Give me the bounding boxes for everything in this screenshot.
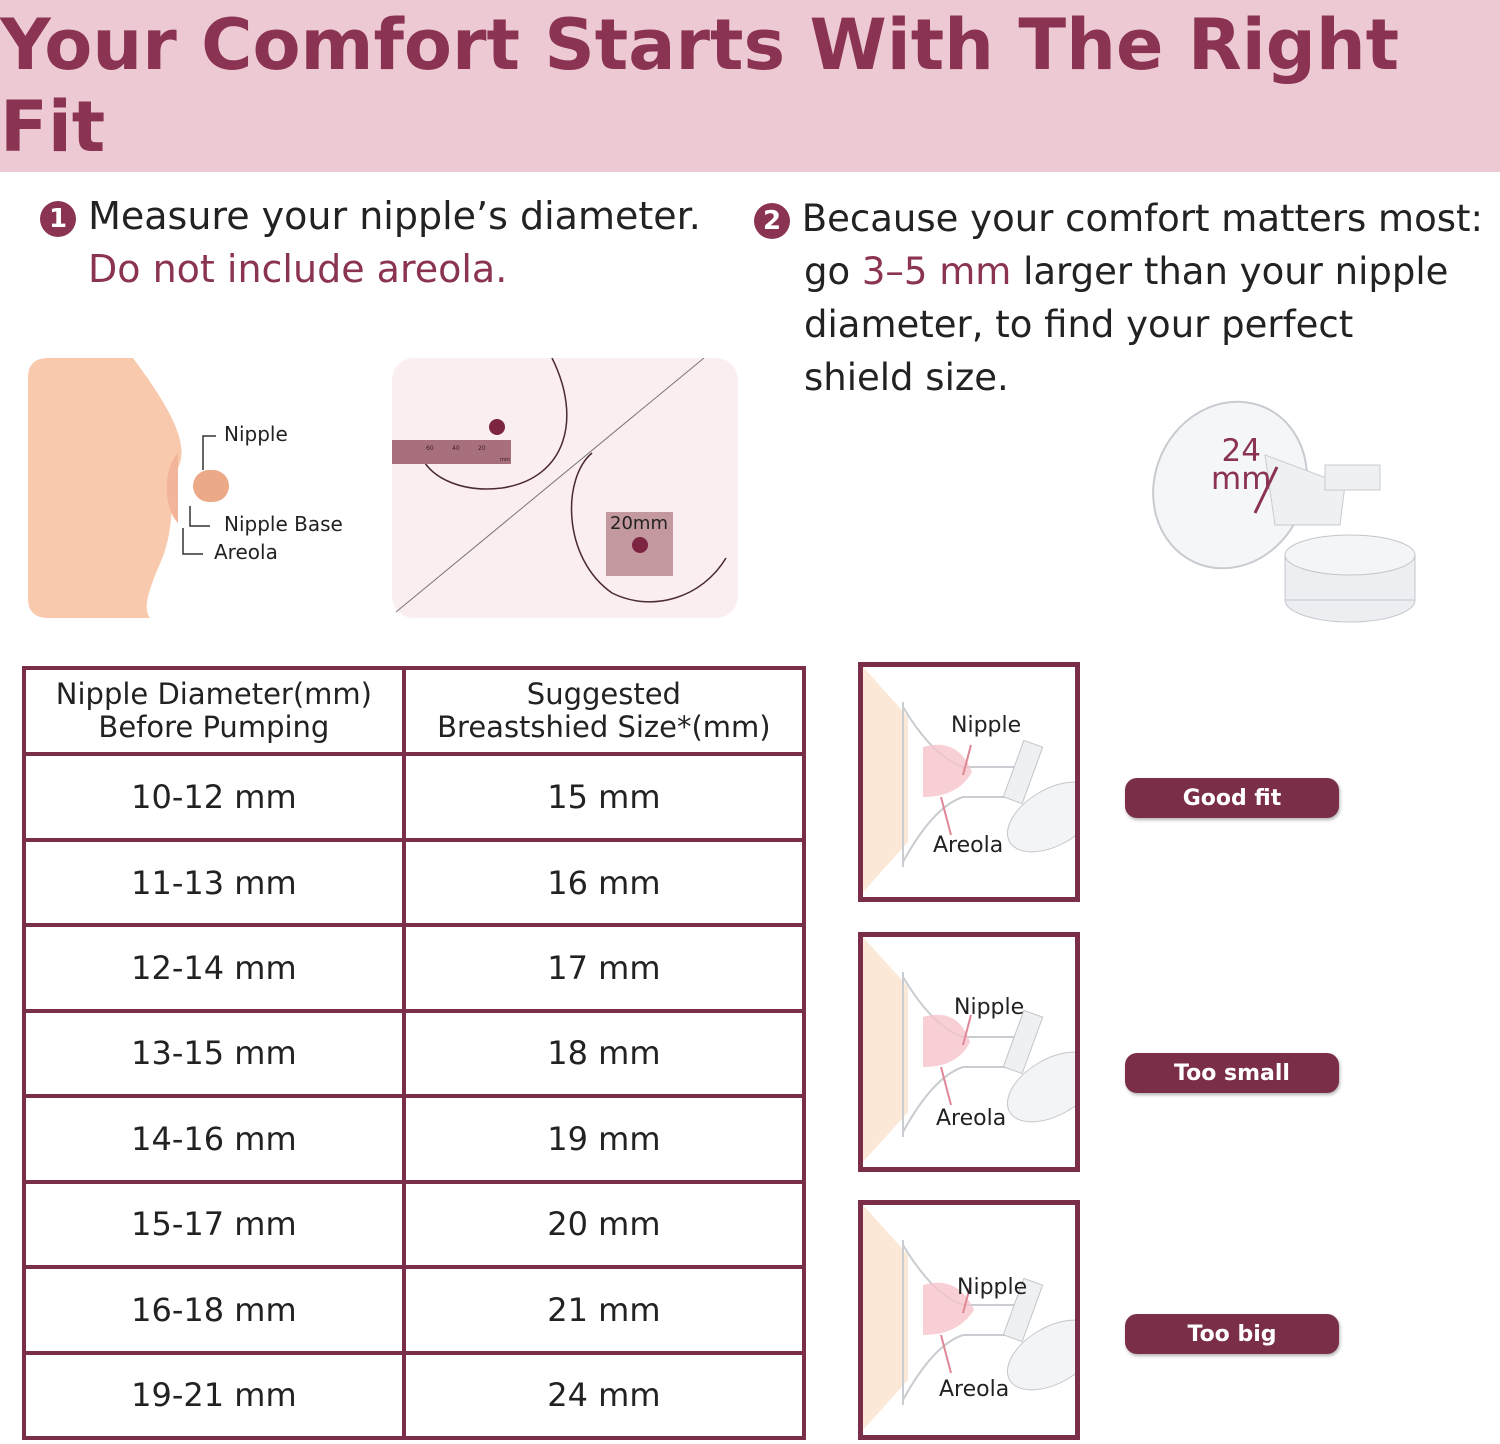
label-nipple-base: Nipple Base [224,512,343,536]
fit-badge: Too small [1125,1053,1339,1093]
ruler-tick: 40 [452,445,460,452]
label-areola: Areola [936,1106,1007,1131]
fit-illustration-good-fit: Nipple Areola [858,662,1080,902]
cell-nipple-diameter: 19-21 mm [22,1350,406,1440]
measurement-diagram: 60 40 20 mm 20mm [392,358,738,618]
cell-nipple-diameter: 11-13 mm [22,837,406,928]
table-row: 12-14 mm 17 mm [22,923,807,1013]
shield-fit-image [863,1205,1075,1430]
shield-unit: mm [1211,461,1272,497]
step-text: shield size. [804,356,1009,399]
cell-shield-size: 19 mm [401,1094,807,1184]
fit-badge: Good fit [1125,778,1339,818]
nipple-anatomy-diagram: Nipple Nipple Base Areola [28,358,358,618]
table-row: 10-12 mm 15 mm [22,752,807,842]
cell-nipple-diameter: 13-15 mm [22,1008,406,1099]
size-range: 3–5 mm [861,250,1012,293]
cell-nipple-diameter: 10-12 mm [22,752,406,842]
step-text: larger than your nipple [1011,250,1449,293]
table-header-row: Nipple Diameter(mm) Before Pumping Sugges… [22,665,807,757]
shield-image [1152,400,1416,623]
header-line: Suggested [526,677,681,712]
step-2: 2 Because your comfort matters most: go … [754,192,1500,404]
ruler-tick: 60 [426,445,434,452]
header-line: Before Pumping [98,710,330,745]
cell-nipple-diameter: 12-14 mm [22,923,406,1013]
label-nipple: Nipple [951,713,1022,738]
cell-shield-size: 20 mm [401,1179,807,1270]
fit-badge: Too big [1125,1314,1339,1354]
table-row: 14-16 mm 19 mm [22,1094,807,1184]
cell-shield-size: 16 mm [401,837,807,928]
column-header-shield-size: Suggested Breastshied Size*(mm) [401,665,807,757]
cell-shield-size: 21 mm [401,1265,807,1355]
header-line: Breastshied Size*(mm) [437,710,771,745]
cell-shield-size: 17 mm [401,923,807,1013]
shield-size: 24 [1221,433,1261,469]
ruler-illustration [392,358,738,618]
cell-shield-size: 15 mm [401,752,807,842]
ruler-tick: mm [500,457,510,463]
column-header-nipple-diameter: Nipple Diameter(mm) Before Pumping [22,665,406,757]
cell-shield-size: 24 mm [401,1350,807,1440]
page-title: Your Comfort Starts With The Right Fit [0,4,1400,168]
step-warning: Do not include areola. [88,247,508,291]
cell-nipple-diameter: 15-17 mm [22,1179,406,1270]
label-nipple: Nipple [224,422,288,446]
breast-shield-illustration: 24 mm [1145,375,1425,630]
label-areola: Areola [933,833,1004,858]
cell-nipple-diameter: 14-16 mm [22,1094,406,1184]
step-text: diameter, to find your perfect [804,303,1354,346]
label-areola: Areola [939,1377,1010,1402]
step-text: Measure your nipple’s diameter. [88,194,701,238]
table-row: 16-18 mm 21 mm [22,1265,807,1355]
step-text: Because your comfort matters most: [801,197,1483,240]
table-row: 15-17 mm 20 mm [22,1179,807,1270]
label-areola: Areola [214,540,278,564]
header-line: Nipple Diameter(mm) [55,677,372,712]
step-number: 1 [40,200,76,237]
size-chart-table: Nipple Diameter(mm) Before Pumping Sugges… [22,665,807,1440]
table-row: 13-15 mm 18 mm [22,1008,807,1099]
shield-fit-image [863,667,1075,892]
ruler-tick: 20 [478,445,486,452]
label-nipple: Nipple [957,1275,1028,1300]
step-number: 2 [754,202,790,239]
shield-size-label: 24 mm [1211,436,1271,495]
measurement-label: 20mm [610,513,668,534]
breast-side-illustration [28,358,229,618]
cell-shield-size: 18 mm [401,1008,807,1099]
cell-nipple-diameter: 16-18 mm [22,1265,406,1355]
label-nipple: Nipple [954,995,1025,1020]
fit-illustration-too-big: Nipple Areola [858,1200,1080,1440]
step-text: go [804,250,862,293]
shield-fit-image [863,937,1075,1162]
fit-illustration-too-small: Nipple Areola [858,932,1080,1172]
table-row: 19-21 mm 24 mm [22,1350,807,1440]
step-1: 1 Measure your nipple’s diameter. Do not… [40,190,701,296]
table-row: 11-13 mm 16 mm [22,837,807,928]
header-banner: Your Comfort Starts With The Right Fit [0,0,1500,172]
